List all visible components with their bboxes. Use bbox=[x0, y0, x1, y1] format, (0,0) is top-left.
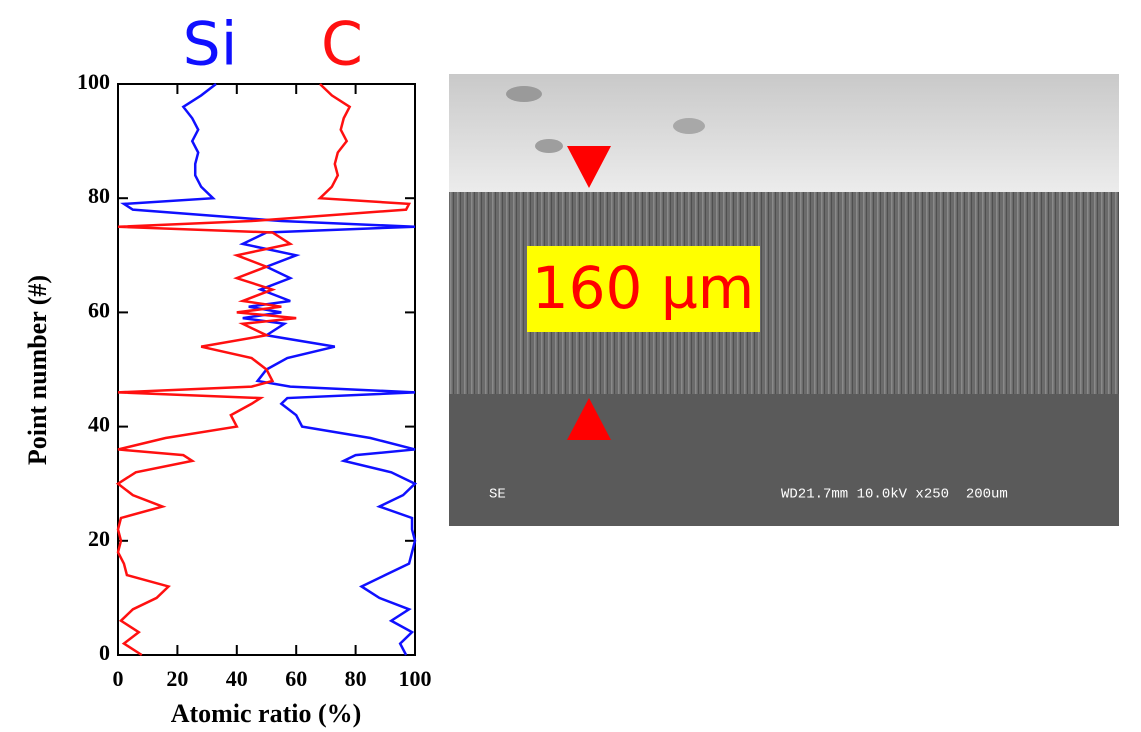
x-tick-label: 60 bbox=[285, 666, 307, 691]
pore bbox=[535, 139, 563, 153]
y-tick-label: 40 bbox=[88, 412, 110, 437]
y-tick-label: 60 bbox=[88, 297, 110, 322]
substrate bbox=[449, 394, 1119, 526]
thickness-label: 160 µm bbox=[532, 254, 755, 322]
sem-footer-left: SE bbox=[489, 487, 506, 503]
y-tick-label: 20 bbox=[88, 526, 110, 551]
plot-frame bbox=[117, 83, 416, 656]
y-tick-label: 0 bbox=[99, 640, 110, 665]
arrow-down bbox=[567, 146, 611, 188]
sem-image: 160 µm SE WD21.7mm 10.0kV x250 200um bbox=[449, 74, 1119, 526]
legend-entry: Si bbox=[183, 10, 238, 80]
top-surface bbox=[449, 74, 1119, 192]
series-line bbox=[115, 83, 412, 657]
x-tick-label: 20 bbox=[166, 666, 188, 691]
label-box bbox=[527, 246, 760, 332]
pore bbox=[506, 86, 542, 102]
x-tick-label: 100 bbox=[399, 666, 432, 691]
series-line bbox=[120, 83, 418, 656]
x-tick-label: 80 bbox=[345, 666, 367, 691]
x-tick-label: 40 bbox=[226, 666, 248, 691]
y-tick-label: 100 bbox=[77, 69, 110, 94]
pore bbox=[673, 118, 705, 134]
x-axis-label: Atomic ratio (%) bbox=[171, 699, 362, 728]
y-tick-label: 80 bbox=[88, 183, 110, 208]
sem-footer-right: WD21.7mm 10.0kV x250 200um bbox=[781, 487, 1008, 503]
arrow-up bbox=[567, 398, 611, 440]
chart: Atomic ratio (%) Point number (#) 0 20 40 6… bbox=[23, 10, 432, 728]
legend-entry: C bbox=[321, 10, 363, 80]
y-axis-label: Point number (#) bbox=[23, 275, 52, 465]
x-tick-label: 0 bbox=[113, 666, 124, 691]
